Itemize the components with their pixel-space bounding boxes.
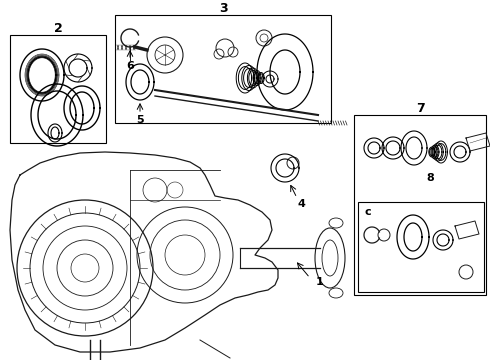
Text: 3: 3 (219, 1, 227, 14)
Text: 5: 5 (136, 115, 144, 125)
Bar (354, 115, 486, 295)
Bar (358, 202, 484, 292)
Text: 4: 4 (297, 199, 305, 209)
Bar (115, 15, 331, 123)
Text: c: c (365, 207, 371, 217)
Bar (10, 35, 106, 143)
Text: 6: 6 (126, 61, 134, 71)
Text: 7: 7 (416, 102, 424, 114)
Text: 8: 8 (426, 173, 434, 183)
Text: 2: 2 (53, 22, 62, 35)
Text: 1: 1 (316, 277, 324, 287)
